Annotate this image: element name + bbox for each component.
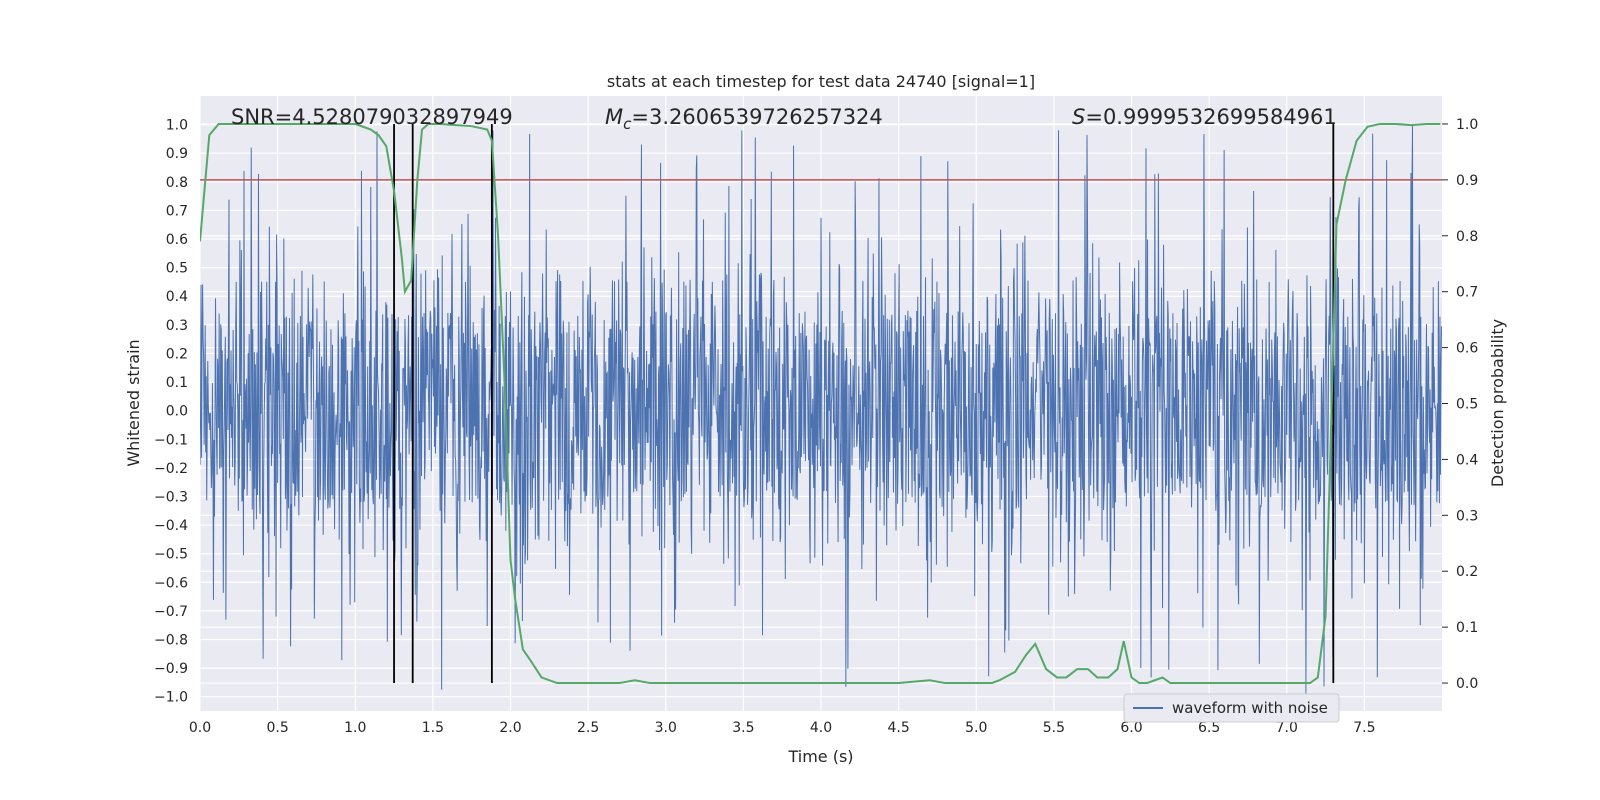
- legend-label: waveform with noise: [1172, 699, 1328, 717]
- y-tick-label: −0.8: [154, 632, 188, 648]
- x-axis-label: Time (s): [787, 747, 853, 766]
- y2-tick-label: 0.6: [1456, 341, 1478, 357]
- x-tick-label: 5.5: [1043, 720, 1065, 736]
- y-tick-label: 0.9: [166, 146, 188, 162]
- x-tick-label: 3.5: [732, 720, 754, 736]
- x-tick-label: 7.0: [1276, 720, 1298, 736]
- y2-tick-label: 1.0: [1456, 117, 1478, 133]
- y-tick-label: −0.1: [154, 432, 188, 448]
- y-tick-label: −0.6: [154, 575, 188, 591]
- chirp-mass-annotation: Mc=3.2606539726257324: [605, 105, 883, 133]
- y2-tick-label: 0.0: [1456, 676, 1478, 692]
- y-tick-label: 0.7: [166, 203, 188, 219]
- legend: waveform with noise: [1123, 693, 1340, 723]
- y-tick-label: 0.5: [166, 261, 188, 277]
- y-axis-right: 0.0 0.1 0.2 0.3 0.4 0.5 0.6 0.7 0.8 0.9 1.0: [1442, 117, 1478, 692]
- y2-tick-label: 0.2: [1456, 564, 1478, 580]
- y-tick-label: 0.6: [166, 232, 188, 248]
- x-tick-label: 2.5: [577, 720, 599, 736]
- y-tick-label: 0.2: [166, 346, 188, 362]
- y-tick-label: 0.1: [166, 375, 188, 391]
- y-tick-label: 0.4: [166, 289, 188, 305]
- y-tick-label: −0.7: [154, 604, 188, 620]
- x-tick-label: 0.0: [189, 720, 211, 736]
- y-tick-label: −0.4: [154, 518, 188, 534]
- x-tick-label: 1.0: [344, 720, 366, 736]
- y2-tick-label: 0.7: [1456, 285, 1478, 301]
- x-tick-label: 2.0: [499, 720, 521, 736]
- x-tick-label: 4.0: [810, 720, 832, 736]
- x-tick-label: 1.5: [422, 720, 444, 736]
- y-tick-label: −1.0: [154, 690, 188, 706]
- x-tick-label: 7.5: [1353, 720, 1375, 736]
- x-tick-label: 3.0: [655, 720, 677, 736]
- y2-tick-label: 0.8: [1456, 229, 1478, 245]
- detection-probability-series: [200, 122, 1441, 685]
- y-tick-label: −0.9: [154, 661, 188, 677]
- y2-tick-label: 0.3: [1456, 508, 1478, 524]
- x-tick-label: 0.5: [266, 720, 288, 736]
- y-axis-left: −1.0 −0.9 −0.8 −0.7 −0.6 −0.5 −0.4 −0.3 −0.2 −0.1…: [154, 118, 188, 706]
- waveform-series: [200, 124, 1442, 694]
- snr-annotation: SNR=4.528079032897949: [231, 105, 513, 129]
- y-tick-label: 0.8: [166, 175, 188, 191]
- y-tick-label: −0.5: [154, 547, 188, 563]
- y-tick-label: 0.3: [166, 318, 188, 334]
- y2-tick-label: 0.4: [1456, 452, 1478, 468]
- legend-box: [1123, 693, 1340, 723]
- y-tick-label: −0.3: [154, 489, 188, 505]
- y-tick-label: 0.0: [166, 404, 188, 420]
- y2-tick-label: 0.9: [1456, 173, 1478, 189]
- x-tick-label: 6.0: [1120, 720, 1142, 736]
- score-annotation: S=0.9999532699584961: [1072, 105, 1337, 129]
- y2-tick-label: 0.1: [1456, 620, 1478, 636]
- y-tick-label: 1.0: [166, 118, 188, 134]
- y-tick-label: −0.2: [154, 461, 188, 477]
- x-axis: 0.0 0.5 1.0 1.5 2.0 2.5 3.0 3.5 4.0 4.5 5.0 5.5 6.0 6…: [189, 720, 1376, 736]
- y-axis-label: Whitened strain: [124, 339, 143, 466]
- x-tick-label: 5.0: [965, 720, 987, 736]
- chart-title: stats at each timestep for test data 247…: [607, 72, 1035, 91]
- vertical-markers: [393, 123, 1335, 684]
- y2-tick-label: 0.5: [1456, 397, 1478, 413]
- x-tick-label: 6.5: [1198, 720, 1220, 736]
- x-tick-label: 4.5: [887, 720, 909, 736]
- y2-axis-label: Detection probability: [1488, 319, 1507, 487]
